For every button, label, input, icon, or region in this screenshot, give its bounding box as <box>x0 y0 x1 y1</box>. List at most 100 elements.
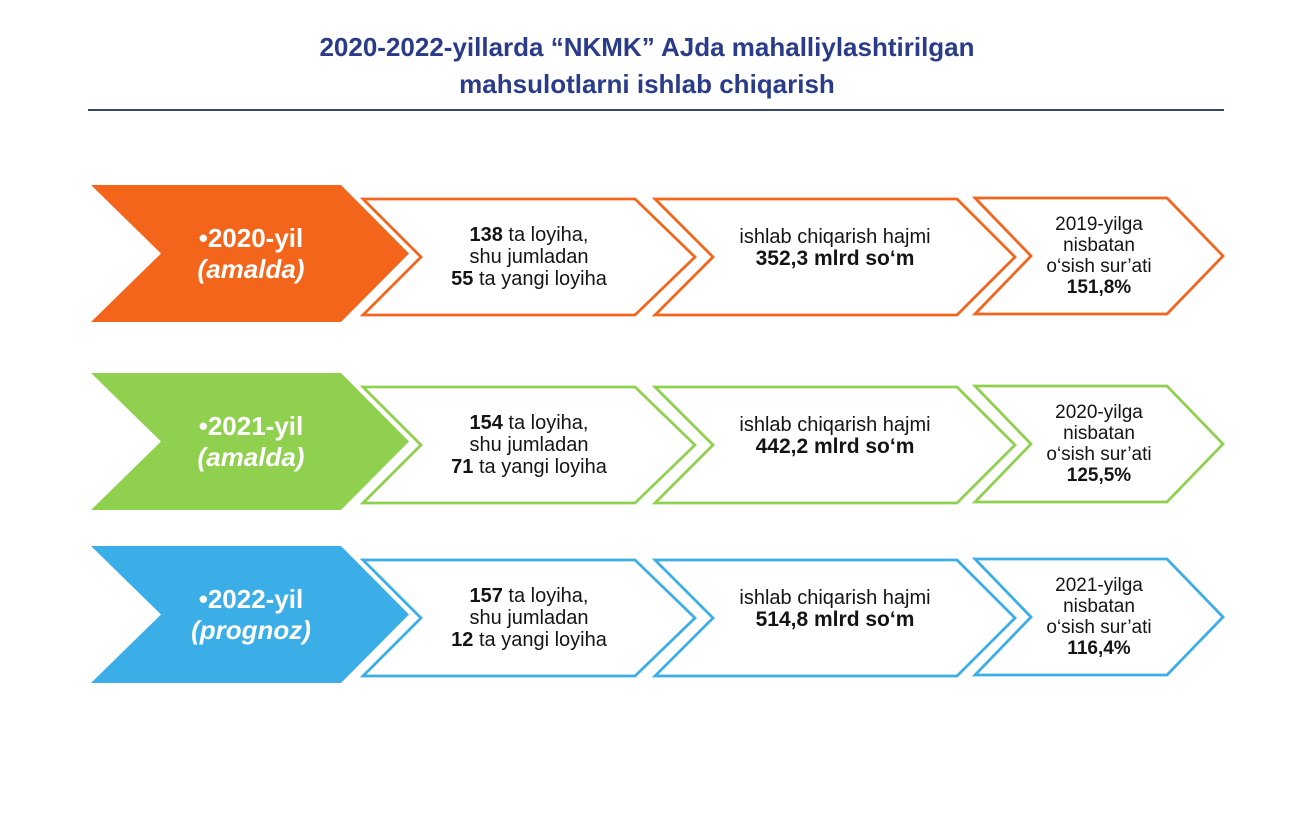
chevron-outline-icon <box>971 196 1225 316</box>
year-label: •2022-yil <box>198 583 304 614</box>
volume-chevron-2021 <box>651 384 1018 506</box>
chevron-outline-shape <box>971 384 1225 504</box>
chevron-outline-icon <box>359 385 697 505</box>
projects-new-count: 55 <box>451 268 474 290</box>
projects-total-line: 154 ta loyiha, <box>470 412 589 434</box>
growth-line3: o‘sish sur’ati <box>1046 444 1152 465</box>
growth-block-2022: 2021-yilga nisbatan o‘sish sur’ati 116,4… <box>972 556 1226 678</box>
year-status: (amalda) <box>197 441 305 472</box>
year-status: (prognoz) <box>191 614 311 645</box>
year-chevron-2020 <box>91 185 409 322</box>
projects-new-suffix: ta yangi loyiha <box>473 629 607 651</box>
projects-total-line: 157 ta loyiha, <box>470 585 589 607</box>
projects-chevron-2022 <box>359 557 698 679</box>
projects-total-suffix: ta loyiha, <box>502 585 589 607</box>
slide-title: 2020-2022-yillarda “NKMK” AJda mahalliyl… <box>0 29 1294 103</box>
growth-line2: nisbatan <box>1063 423 1135 444</box>
volume-label: ishlab chiqarish hajmi <box>739 587 931 609</box>
projects-new-count: 71 <box>451 456 474 478</box>
process-row-2020: •2020-yil (amalda) 138 ta loyiha, shu ju… <box>91 185 1251 322</box>
growth-line2: nisbatan <box>1063 235 1135 256</box>
chevron-outline-shape <box>971 557 1225 677</box>
chevron-solid-shape <box>91 546 409 683</box>
growth-value: 125,5% <box>1066 465 1132 486</box>
growth-chevron-2022 <box>971 556 1226 678</box>
year-label-block-2020: •2020-yil (amalda) <box>141 185 361 322</box>
chevron-solid-shape <box>91 185 409 322</box>
chevron-outline-icon <box>359 558 697 678</box>
chevron-outline-shape <box>651 197 1017 317</box>
chevron-solid-icon <box>91 546 409 683</box>
volume-block-2020: ishlab chiqarish hajmi 352,3 mlrd so‘m <box>652 187 1018 309</box>
projects-new-count: 12 <box>451 629 474 651</box>
volume-value: 514,8 mlrd so‘m <box>755 608 915 631</box>
growth-chevron-2021 <box>971 383 1226 505</box>
growth-value: 151,8% <box>1066 277 1132 298</box>
chevron-outline-icon <box>651 385 1017 505</box>
volume-block-2022: ishlab chiqarish hajmi 514,8 mlrd so‘m <box>652 548 1018 670</box>
chevron-outline-icon <box>359 197 697 317</box>
volume-value: 442,2 mlrd so‘m <box>755 435 915 458</box>
growth-block-2021: 2020-yilga nisbatan o‘sish sur’ati 125,5… <box>972 383 1226 505</box>
projects-total-count: 138 <box>469 224 503 246</box>
chevron-outline-icon <box>651 197 1017 317</box>
volume-label: ishlab chiqarish hajmi <box>739 226 931 248</box>
chevron-outline-shape <box>359 197 697 317</box>
projects-chevron-2020 <box>359 196 698 318</box>
projects-block-2021: 154 ta loyiha, shu jumladan 71 ta yangi … <box>360 384 698 506</box>
projects-new-line: 55 ta yangi loyiha <box>451 268 607 290</box>
year-status: (amalda) <box>197 253 305 284</box>
volume-value: 352,3 mlrd so‘m <box>755 247 915 270</box>
growth-line1: 2019-yilga <box>1055 214 1143 235</box>
year-chevron-2022 <box>91 546 409 683</box>
year-chevron-2021 <box>91 373 409 510</box>
chevron-outline-shape <box>359 385 697 505</box>
chevron-outline-shape <box>651 558 1017 678</box>
projects-middle-line: shu jumladan <box>469 607 589 629</box>
process-row-2021: •2021-yil (amalda) 154 ta loyiha, shu ju… <box>91 373 1251 510</box>
growth-block-2020: 2019-yilga nisbatan o‘sish sur’ati 151,8… <box>972 195 1226 317</box>
growth-line1: 2021-yilga <box>1055 575 1143 596</box>
projects-new-line: 71 ta yangi loyiha <box>451 456 607 478</box>
chevron-outline-icon <box>651 558 1017 678</box>
growth-line3: o‘sish sur’ati <box>1046 256 1152 277</box>
slide-title-line2: mahsulotlarni ishlab chiqarish <box>459 69 835 99</box>
chevron-solid-icon <box>91 185 409 322</box>
projects-chevron-2021 <box>359 384 698 506</box>
projects-block-2020: 138 ta loyiha, shu jumladan 55 ta yangi … <box>360 196 698 318</box>
projects-total-suffix: ta loyiha, <box>502 224 589 246</box>
volume-chevron-2020 <box>651 196 1018 318</box>
projects-middle-line: shu jumladan <box>469 434 589 456</box>
projects-middle-line: shu jumladan <box>469 246 589 268</box>
chevron-outline-icon <box>971 384 1225 504</box>
process-row-2022: •2022-yil (prognoz) 157 ta loyiha, shu j… <box>91 546 1251 683</box>
chevron-outline-shape <box>651 385 1017 505</box>
year-label-block-2022: •2022-yil (prognoz) <box>141 546 361 683</box>
volume-label: ishlab chiqarish hajmi <box>739 414 931 436</box>
projects-total-count: 157 <box>469 585 503 607</box>
projects-new-line: 12 ta yangi loyiha <box>451 629 607 651</box>
chevron-outline-icon <box>971 557 1225 677</box>
growth-chevron-2020 <box>971 195 1226 317</box>
projects-new-suffix: ta yangi loyiha <box>473 456 607 478</box>
year-label-block-2021: •2021-yil (amalda) <box>141 373 361 510</box>
year-label: •2021-yil <box>198 410 304 441</box>
growth-line1: 2020-yilga <box>1055 402 1143 423</box>
volume-block-2021: ishlab chiqarish hajmi 442,2 mlrd so‘m <box>652 375 1018 497</box>
growth-value: 116,4% <box>1067 638 1131 659</box>
volume-chevron-2022 <box>651 557 1018 679</box>
projects-total-line: 138 ta loyiha, <box>470 224 589 246</box>
chevron-outline-shape <box>359 558 697 678</box>
title-divider <box>88 109 1224 111</box>
chevron-solid-shape <box>91 373 409 510</box>
slide-title-line1: 2020-2022-yillarda “NKMK” AJda mahalliyl… <box>319 32 975 62</box>
chevron-outline-shape <box>971 196 1225 316</box>
growth-line2: nisbatan <box>1063 596 1135 617</box>
projects-block-2022: 157 ta loyiha, shu jumladan 12 ta yangi … <box>360 557 698 679</box>
projects-total-count: 154 <box>469 412 503 434</box>
projects-total-suffix: ta loyiha, <box>502 412 589 434</box>
projects-new-suffix: ta yangi loyiha <box>473 268 607 290</box>
chevron-solid-icon <box>91 373 409 510</box>
growth-line3: o‘sish sur’ati <box>1046 617 1152 638</box>
